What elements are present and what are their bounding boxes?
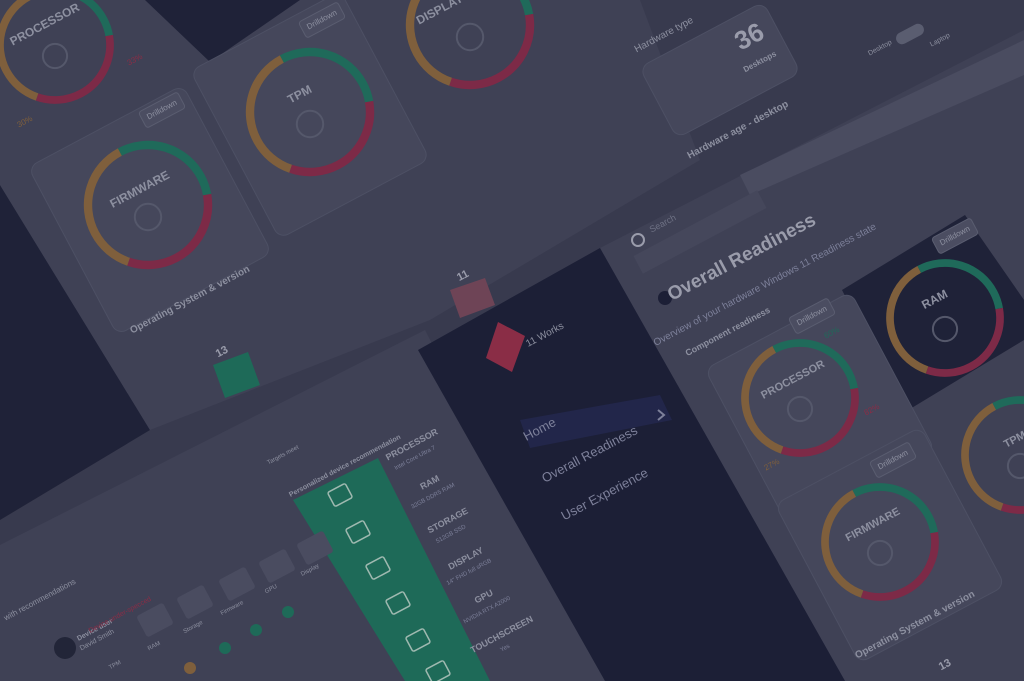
donut-segment: [886, 259, 1004, 377]
drilldown-button: [788, 298, 836, 334]
logo: [486, 322, 525, 372]
left-panel: [0, 185, 150, 520]
donut-segment: [245, 47, 375, 177]
item-icon: [365, 556, 391, 580]
drilldown-button: [298, 2, 346, 38]
sidebar: [418, 248, 845, 681]
label: 13: [214, 344, 230, 360]
label: RAM: [147, 641, 162, 653]
drilldown-button: [138, 92, 186, 128]
donut-segment: [405, 0, 535, 90]
label: 11: [455, 268, 471, 284]
donut-icon: [41, 42, 69, 70]
donut-icon: [455, 22, 485, 52]
donut-icon: [133, 202, 163, 232]
donut-segment: [245, 47, 375, 177]
chevron: [657, 409, 666, 421]
donut-icon: [1006, 452, 1024, 480]
bar: [213, 352, 260, 398]
nav-highlight: [520, 395, 672, 448]
label: TPM: [108, 660, 122, 671]
donut-segment: [741, 339, 859, 457]
donut-segment: [961, 396, 1024, 514]
label: Yes: [500, 644, 511, 654]
donut-segment: [741, 339, 859, 457]
avatar: [54, 637, 76, 659]
check-icon: [658, 291, 672, 305]
status-dot: [219, 642, 231, 654]
donut-segment: [405, 0, 535, 90]
status-dot: [282, 606, 294, 618]
label: 13: [937, 657, 953, 673]
item-icon: [345, 520, 371, 544]
toggle: [896, 23, 924, 45]
item-icon: [385, 591, 411, 615]
label: GPU: [264, 584, 278, 595]
search-icon: [631, 233, 645, 247]
donut-segment: [0, 0, 114, 104]
card: [193, 0, 427, 236]
item-icon: [327, 483, 353, 507]
donut-segment: [83, 140, 213, 270]
donut-icon: [295, 109, 325, 139]
bar: [450, 278, 495, 318]
item-icon: [425, 660, 451, 681]
status-dot: [250, 624, 262, 636]
component-box: [177, 585, 213, 619]
component-box: [219, 567, 255, 601]
item-icon: [405, 628, 431, 652]
donut-icon: [786, 395, 814, 423]
donut-segment: [886, 259, 1004, 377]
card: [31, 88, 269, 332]
component-box: [259, 549, 295, 583]
status-dot: [184, 662, 196, 674]
strip: [740, 40, 1024, 195]
card: [642, 4, 798, 136]
donut-segment: [0, 0, 114, 104]
donut-segment: [83, 140, 213, 270]
donut-icon: [866, 539, 894, 567]
search-bar: [633, 190, 767, 274]
donut-segment: [821, 483, 939, 601]
component-box: [137, 603, 173, 637]
navy-card: [145, 0, 300, 62]
component-box: [297, 531, 333, 565]
recommendation-column: [293, 458, 490, 681]
drilldown-button: [931, 218, 979, 254]
donut-segment: [821, 483, 939, 601]
drilldown-button: [869, 442, 917, 478]
donut-segment: [0, 0, 114, 104]
donut-icon: [931, 315, 959, 343]
